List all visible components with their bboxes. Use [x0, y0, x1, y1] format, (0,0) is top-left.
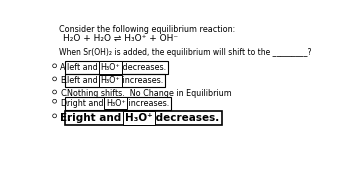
Text: H₃O⁺: H₃O⁺ [125, 113, 153, 123]
Text: Consider the following equilibrium reaction:: Consider the following equilibrium react… [59, 25, 236, 34]
Bar [65, 97, 171, 110]
Text: increases.: increases. [120, 76, 163, 85]
Text: H₂O + H₂O ⇌ H₃O⁺ + OH⁻: H₂O + H₂O ⇌ H₃O⁺ + OH⁻ [63, 34, 178, 43]
Text: H₃O⁺: H₃O⁺ [100, 76, 120, 85]
Text: decreases.: decreases. [120, 63, 166, 72]
Text: B.: B. [60, 76, 68, 85]
Text: right and: right and [67, 113, 125, 123]
Text: increases.: increases. [126, 99, 169, 108]
Text: H₃O⁺: H₃O⁺ [100, 63, 120, 72]
Bar [65, 111, 222, 125]
Bar [65, 61, 168, 74]
Text: right and: right and [67, 99, 106, 108]
Text: H₃O⁺: H₃O⁺ [106, 99, 126, 108]
Text: left and: left and [67, 63, 100, 72]
Text: A.: A. [60, 63, 68, 72]
Text: Nothing shifts.  No Change in Equilibrium: Nothing shifts. No Change in Equilibrium [67, 89, 232, 98]
Text: left and: left and [67, 76, 100, 85]
Text: decreases.: decreases. [153, 113, 220, 123]
Text: C.: C. [60, 89, 68, 98]
Text: E.: E. [60, 113, 71, 123]
Text: D.: D. [60, 99, 69, 108]
Bar [65, 74, 165, 87]
Text: When Sr(OH)₂ is added, the equilibrium will shift to the _________?: When Sr(OH)₂ is added, the equilibrium w… [59, 48, 312, 57]
